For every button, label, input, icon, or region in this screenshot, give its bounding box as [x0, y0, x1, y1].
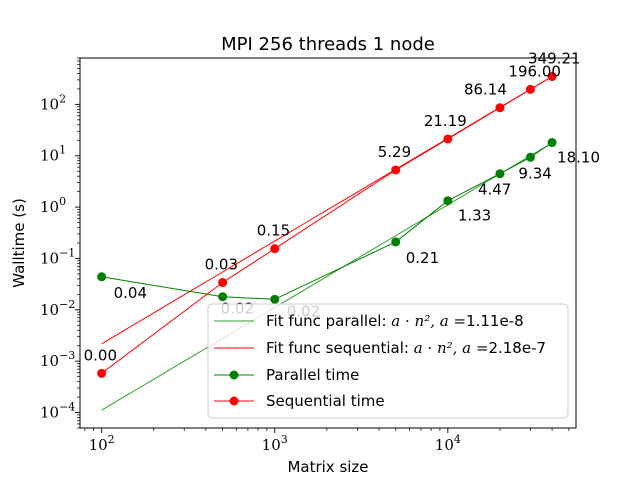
legend-label-fit-func-sequential: Fit func sequential: a · n², a =2.18e-7 — [266, 339, 546, 357]
data-label-parallel-time: 4.47 — [478, 181, 511, 199]
x-tick-label: 102 — [89, 433, 115, 454]
data-label-parallel-time: 0.21 — [406, 249, 439, 267]
fit-line-fit-func-parallel — [101, 142, 553, 411]
data-point-parallel-time — [391, 237, 401, 247]
data-point-sequential-time — [547, 71, 557, 81]
data-label-parallel-time: 1.33 — [458, 207, 491, 225]
data-point-sequential-time — [443, 134, 453, 144]
data-label-sequential-time: 0.15 — [257, 222, 290, 240]
data-point-parallel-time — [525, 152, 535, 162]
data-point-sequential-time — [391, 165, 401, 175]
data-label-parallel-time: 18.10 — [557, 149, 600, 167]
data-label-sequential-time: 86.14 — [464, 81, 507, 99]
legend-label-parallel-time: Parallel time — [266, 366, 359, 384]
data-point-parallel-time — [270, 294, 280, 304]
x-tick-label: 103 — [262, 433, 288, 454]
data-label-sequential-time: 196.00 — [508, 62, 561, 80]
y-tick-label: 101 — [40, 144, 66, 165]
data-point-parallel-time — [218, 292, 228, 302]
data-label-parallel-time: 9.34 — [518, 164, 551, 182]
axes: 102 103 104 10−4 10−3 10−2 10−1 100 101 102 — [40, 57, 570, 454]
legend-label-fit-func-parallel: Fit func parallel: a · n², a =1.11e-8 — [266, 312, 524, 330]
data-point-sequential-time — [97, 368, 107, 378]
legend-marker-sequential-time — [229, 396, 239, 406]
data-label-parallel-time: 0.04 — [114, 284, 147, 302]
data-point-sequential-time — [495, 103, 505, 113]
y-tick-label: 10−4 — [40, 401, 75, 422]
legend-marker-parallel-time — [229, 370, 239, 380]
data-point-sequential-time — [270, 244, 280, 254]
legend: Fit func parallel: a · n², a =1.11e-8 Fit… — [207, 303, 569, 419]
legend-box — [207, 303, 569, 419]
series-line-sequential-time — [101, 76, 553, 374]
data-label-sequential-time: 21.19 — [424, 112, 467, 130]
chart-title: MPI 256 threads 1 node — [221, 34, 435, 55]
y-tick-label: 10−2 — [40, 298, 75, 319]
x-tick-label: 104 — [435, 433, 461, 454]
y-tick-label: 10−3 — [40, 349, 75, 370]
data-point-parallel-time — [547, 138, 557, 148]
data-point-parallel-time — [443, 196, 453, 206]
data-point-parallel-time — [97, 272, 107, 282]
x-axis-label: Matrix size — [287, 458, 368, 476]
data-point-sequential-time — [525, 84, 535, 94]
y-tick-label: 102 — [40, 92, 66, 113]
legend-label-sequential-time: Sequential time — [266, 392, 385, 410]
data-point-sequential-time — [218, 278, 228, 288]
data-label-sequential-time: 5.29 — [378, 143, 411, 161]
y-tick-label: 100 — [40, 195, 66, 216]
data-label-sequential-time: 0.00 — [84, 346, 117, 364]
y-tick-label: 10−1 — [40, 246, 75, 267]
y-axis-label: Walltime (s) — [10, 198, 28, 288]
data-point-parallel-time — [495, 169, 505, 179]
data-series — [97, 71, 557, 378]
data-label-sequential-time: 0.03 — [205, 256, 238, 274]
series-line-parallel-time — [101, 142, 553, 300]
